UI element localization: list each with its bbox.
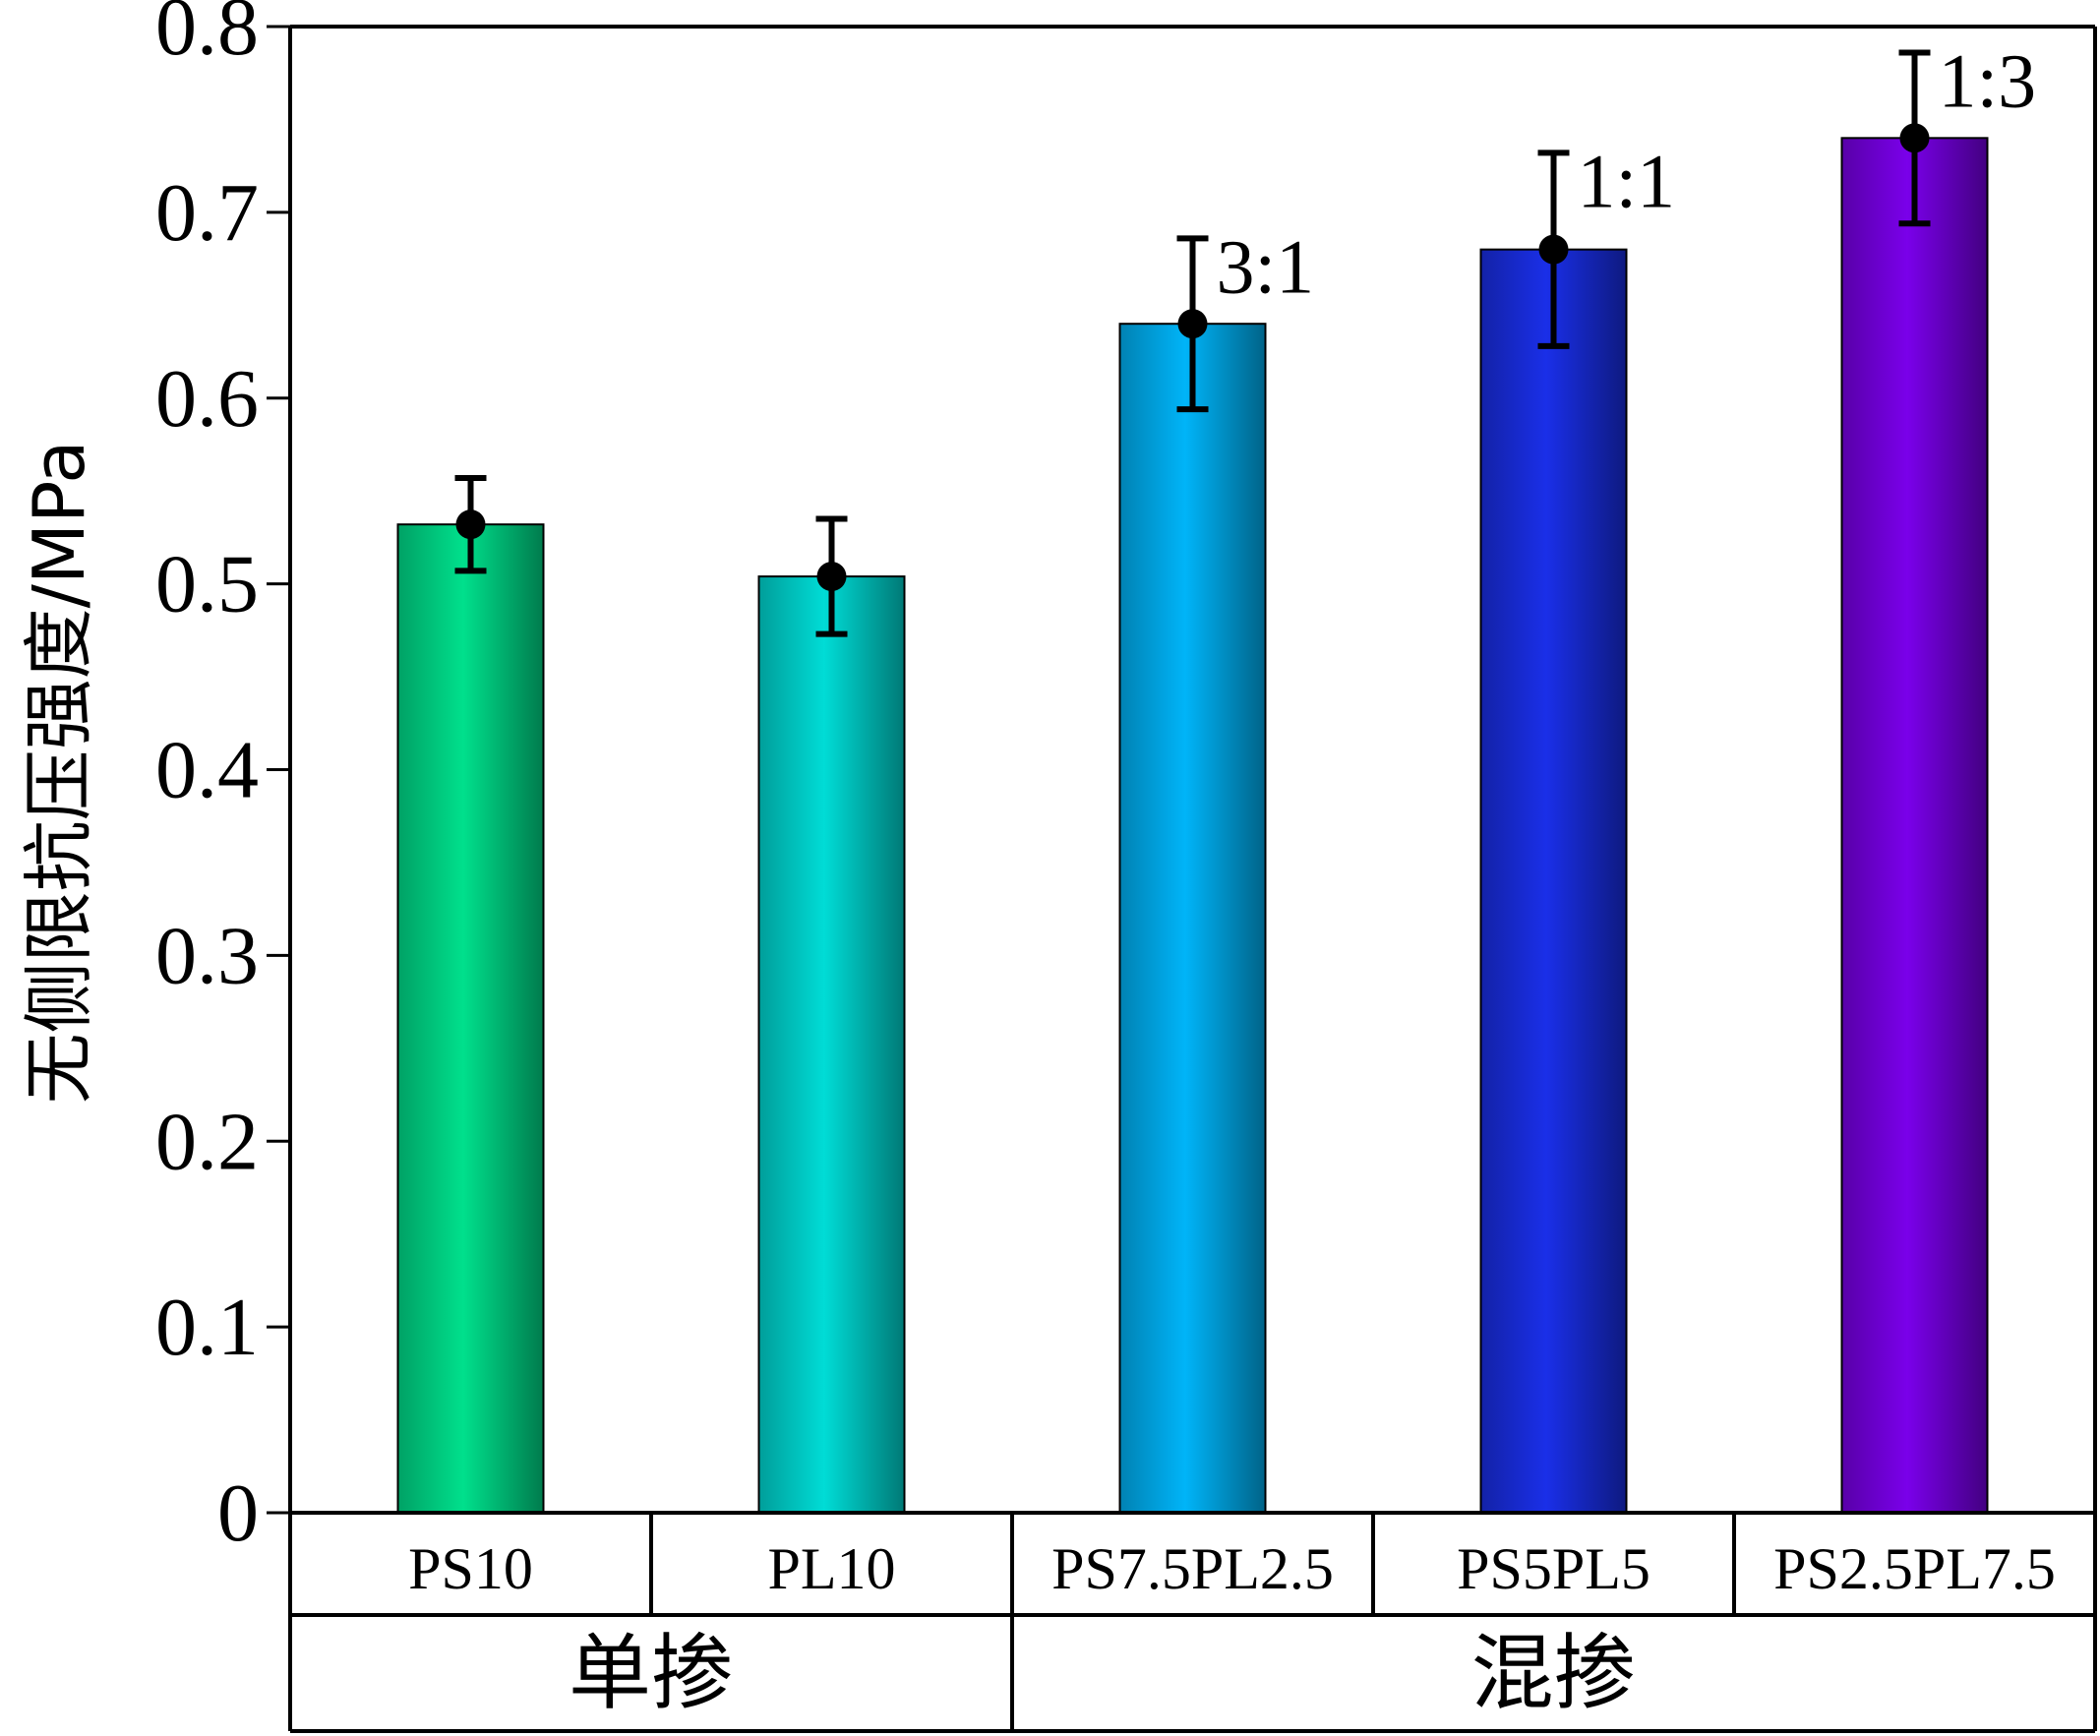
bar-PS5PL5	[1479, 248, 1628, 1514]
y-tick-label: 0	[217, 1467, 259, 1559]
y-tick-label: 0.1	[155, 1282, 259, 1373]
y-tick-label: 0.3	[155, 910, 259, 1001]
y-tick-label: 0.4	[155, 725, 259, 816]
y-tick-label: 0.8	[155, 0, 259, 73]
y-tick-label: 0.2	[155, 1096, 259, 1187]
ratio-label: 3:1	[1217, 223, 1315, 309]
bar-PL10	[757, 575, 906, 1514]
y-tick-label: 0.7	[155, 167, 259, 259]
group-label: 混掺	[1470, 1625, 1636, 1721]
data-point	[816, 562, 847, 592]
bar-PS2.5PL7.5	[1840, 137, 1989, 1515]
bar-PS7.5PL2.5	[1118, 323, 1267, 1515]
data-point	[1177, 309, 1208, 339]
ratio-label: 1:3	[1939, 37, 2037, 123]
ratio-label: 1:1	[1578, 138, 1676, 223]
y-tick-label: 0.5	[155, 539, 259, 630]
data-point	[1538, 234, 1569, 265]
y-tick-label: 0.6	[155, 353, 259, 445]
x-category-label: PS5PL5	[1457, 1536, 1650, 1601]
x-category-label: PS2.5PL7.5	[1773, 1536, 2056, 1601]
x-category-label: PL10	[767, 1536, 895, 1601]
group-label: 单掺	[569, 1625, 734, 1721]
x-category-label: PS10	[408, 1536, 533, 1601]
data-point	[1899, 123, 1930, 153]
bar-PS10	[396, 523, 545, 1514]
data-point	[455, 509, 486, 540]
x-category-label: PS7.5PL2.5	[1051, 1536, 1334, 1601]
y-axis-title: 无侧限抗压强度/MPa	[18, 441, 100, 1105]
